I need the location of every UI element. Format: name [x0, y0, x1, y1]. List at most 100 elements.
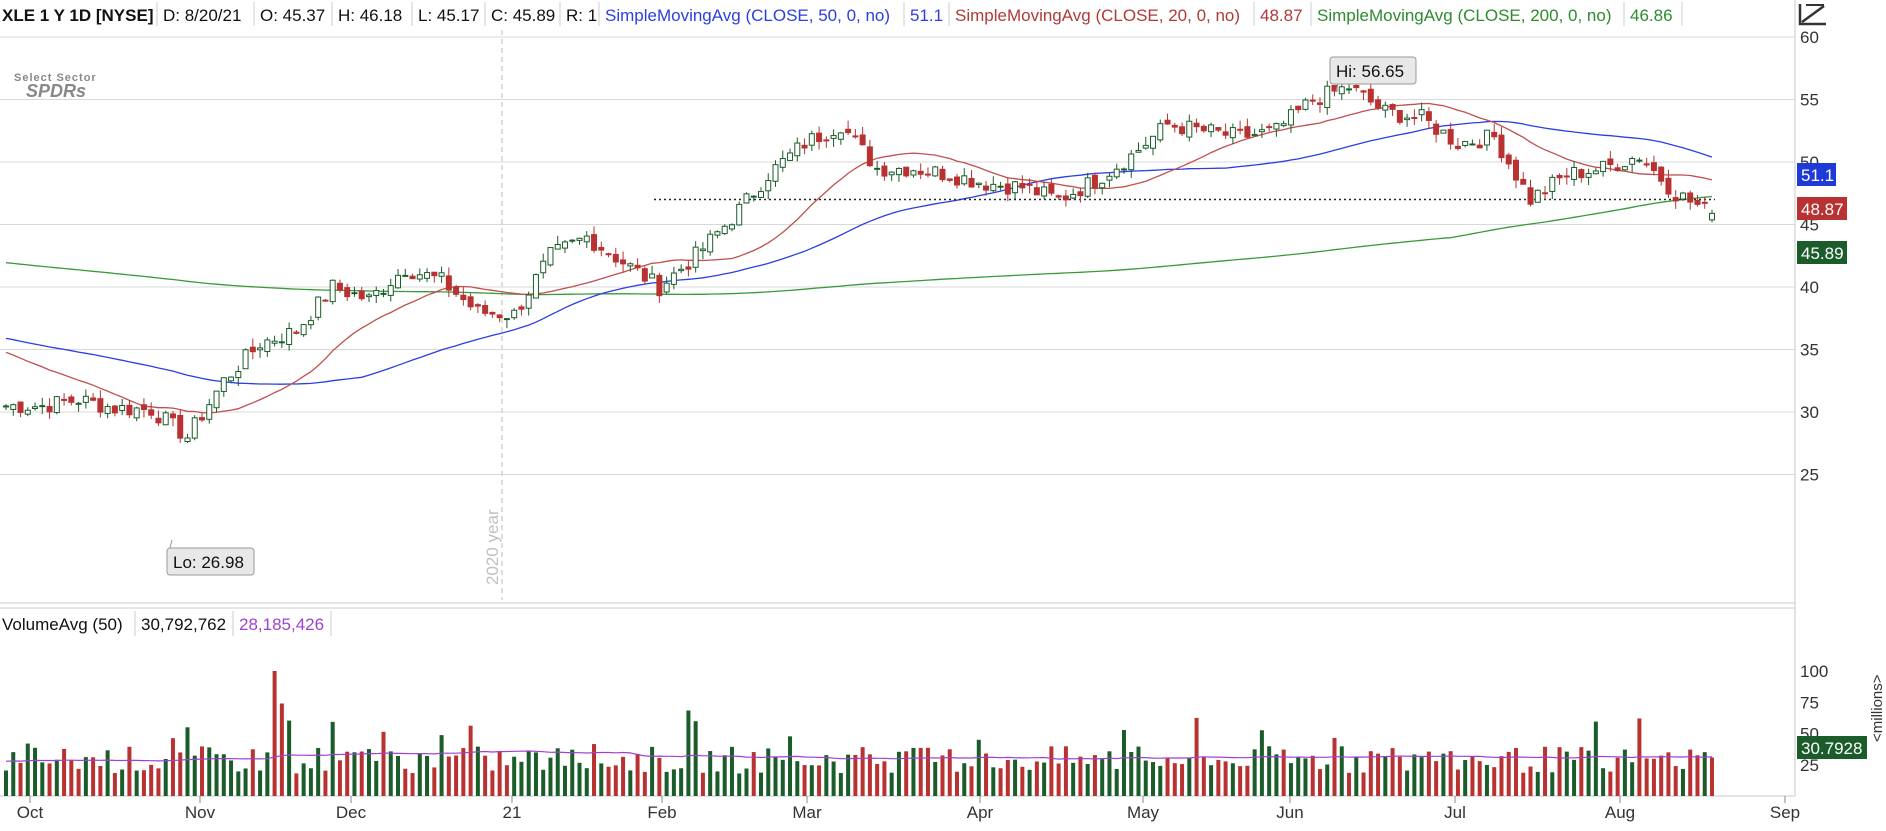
- candle-body: [1258, 129, 1265, 133]
- candle-body: [104, 406, 111, 414]
- volume-bar: [439, 735, 444, 796]
- volume-bar: [1470, 756, 1475, 796]
- candle-body: [1164, 119, 1171, 125]
- candle-body: [975, 182, 982, 186]
- volume-bar: [316, 748, 321, 796]
- volume-bar: [1463, 760, 1468, 796]
- candle-body: [90, 397, 97, 401]
- candle-body: [1295, 105, 1302, 111]
- volume-bar: [54, 759, 59, 796]
- study-ma20-label[interactable]: SimpleMovingAvg (CLOSE, 20, 0, no): [955, 6, 1240, 25]
- volume-bar: [112, 772, 117, 796]
- volume-bar: [621, 756, 626, 796]
- volume-bar: [432, 767, 437, 796]
- candle-body: [547, 247, 554, 266]
- volume-bar: [483, 755, 488, 796]
- volume-bar: [381, 731, 386, 796]
- volume-bar: [163, 758, 168, 796]
- volume-last-label: 30.7928: [1797, 736, 1867, 759]
- candle-body: [271, 340, 278, 344]
- volume-value: 30,792,762: [141, 615, 226, 634]
- ma50-last-value: 51.1: [1801, 166, 1834, 185]
- volume-bar: [570, 749, 575, 796]
- volume-bar: [62, 748, 67, 796]
- x-tick-label: Sep: [1770, 803, 1800, 822]
- volume-bar: [1543, 746, 1548, 796]
- volume-bar: [1615, 757, 1620, 796]
- volume-bar: [1492, 767, 1497, 796]
- candle-body: [895, 167, 902, 176]
- volume-bar: [925, 747, 930, 796]
- close-last-value: 45.89: [1801, 244, 1844, 263]
- volume-bar: [359, 751, 364, 796]
- study-ma50-label[interactable]: SimpleMovingAvg (CLOSE, 50, 0, no): [605, 6, 890, 25]
- volume-bar: [490, 770, 495, 796]
- volume-bar: [1310, 755, 1315, 796]
- volume-bar: [1521, 772, 1526, 796]
- volume-bar: [650, 746, 655, 796]
- candle-body: [249, 346, 256, 353]
- x-tick-label: Nov: [185, 803, 216, 822]
- volume-bar: [410, 773, 415, 796]
- volume-bar: [548, 757, 553, 796]
- candle-body: [191, 417, 198, 439]
- candlestick-layer: [3, 77, 1715, 443]
- volume-bar: [541, 769, 546, 796]
- volume-bar: [461, 748, 466, 796]
- header-bar-bg: [0, 0, 1683, 28]
- volume-bar: [98, 766, 103, 796]
- volume-tick-label: 75: [1800, 693, 1819, 712]
- volume-title[interactable]: VolumeAvg (50): [2, 615, 123, 634]
- volume-bar: [758, 772, 763, 796]
- volume-bar: [1586, 750, 1591, 796]
- candle-body: [1367, 88, 1374, 103]
- study-ma200-value: 46.86: [1630, 6, 1673, 25]
- x-tick-label: Aug: [1605, 803, 1635, 822]
- drawing-tool-icon[interactable]: [1798, 4, 1826, 26]
- candle-body: [1621, 166, 1628, 171]
- header-legend: XLE 1 Y 1D [NYSE] D: 8/20/21 O: 45.37 H:…: [2, 2, 1683, 26]
- volume-bar: [308, 768, 313, 796]
- ma200-line[interactable]: [5, 195, 1713, 296]
- ma50-line[interactable]: [5, 120, 1713, 385]
- candle-body: [1447, 129, 1454, 145]
- study-ma200-label[interactable]: SimpleMovingAvg (CLOSE, 200, 0, no): [1317, 6, 1612, 25]
- volume-bar: [279, 703, 284, 796]
- volume-bar: [838, 772, 843, 796]
- candle-body: [1600, 160, 1607, 173]
- candle-body: [787, 152, 794, 161]
- volume-bar: [1020, 766, 1025, 796]
- volume-bar: [105, 750, 110, 796]
- header-symbol[interactable]: XLE 1 Y 1D [NYSE]: [2, 6, 153, 25]
- volume-bar: [192, 755, 197, 796]
- volume-bar: [693, 721, 698, 796]
- candle-body: [503, 318, 510, 321]
- volume-bar: [773, 757, 778, 796]
- candle-body: [1382, 104, 1389, 111]
- study-ma50-value: 51.1: [910, 6, 943, 25]
- volume-bar: [635, 753, 640, 796]
- volume-bar: [628, 770, 633, 796]
- candle-body: [1433, 123, 1440, 135]
- candle-body: [235, 371, 242, 379]
- volume-last-value: 30.7928: [1801, 739, 1862, 758]
- volume-bar: [1172, 763, 1177, 796]
- candle-body: [888, 171, 895, 176]
- volume-average-line[interactable]: [5, 750, 1713, 762]
- volume-bar: [896, 751, 901, 796]
- candle-body: [1171, 124, 1178, 128]
- volume-bar: [512, 756, 517, 796]
- candle-body: [1665, 177, 1672, 195]
- candle-body: [53, 396, 60, 414]
- candle-body: [649, 273, 656, 279]
- candle-body: [1629, 158, 1636, 165]
- ma20-line[interactable]: [5, 102, 1713, 414]
- volume-bar: [1622, 749, 1627, 796]
- volume-bar: [396, 755, 401, 796]
- volume-bar: [1535, 771, 1540, 796]
- volume-bar: [1644, 758, 1649, 796]
- volume-bar: [388, 751, 393, 796]
- candle-body: [1527, 187, 1534, 205]
